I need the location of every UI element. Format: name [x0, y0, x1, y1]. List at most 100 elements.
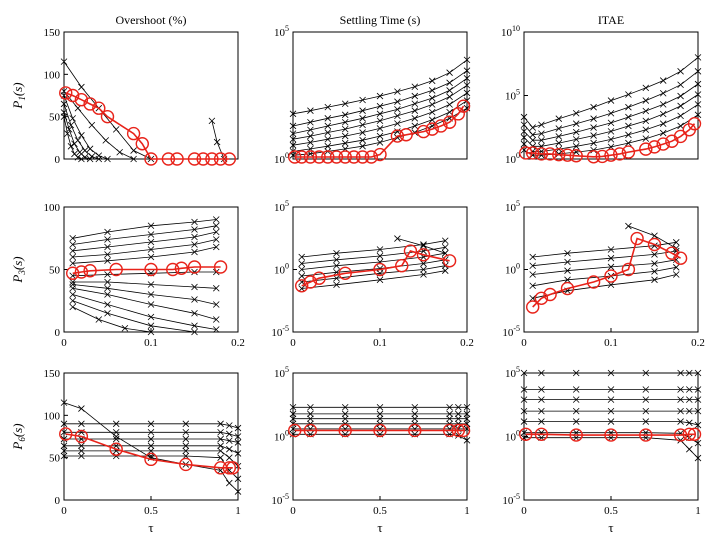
ytick-label-7-1: 100 — [274, 429, 289, 444]
point-1-3-5 — [376, 117, 384, 125]
point-2-3-3 — [555, 139, 563, 147]
highlight-point-3-3 — [109, 262, 123, 277]
point-3-5-1 — [104, 271, 111, 278]
ytick-label-2-0: 100 — [505, 151, 520, 166]
point-8-6-7 — [694, 454, 702, 462]
axes-box-8 — [523, 372, 699, 501]
point-1-2-0 — [289, 130, 297, 137]
point-3-8-0 — [69, 284, 76, 292]
highlight-point-7-7 — [456, 423, 471, 438]
point-6-1-4 — [182, 420, 190, 428]
point-4-0-1 — [333, 249, 340, 257]
xtick-label-5-0: 0 — [521, 337, 527, 349]
point-0-3-0 — [60, 100, 68, 108]
point-2-0-10 — [677, 68, 684, 75]
point-1-2-6 — [394, 106, 401, 113]
series-line-3-11 — [72, 306, 152, 333]
point-2-1-11 — [694, 68, 702, 75]
point-2-2-6 — [607, 119, 615, 127]
point-4-5-4 — [441, 267, 449, 274]
point-1-6-5 — [376, 139, 384, 146]
point-3-2-0 — [69, 247, 76, 255]
point-7-0-2 — [341, 403, 349, 411]
point-6-5-0 — [60, 447, 68, 455]
point-1-4-0 — [289, 141, 297, 149]
point-8-5-7 — [694, 439, 702, 447]
series-line-3-1 — [72, 225, 217, 245]
point-0-5-2 — [67, 143, 75, 150]
point-8-2-7 — [694, 396, 702, 403]
point-2-2-11 — [694, 80, 702, 88]
point-1-4-3 — [341, 132, 349, 140]
point-8-4-7 — [694, 421, 702, 429]
ytick-label-5-2: 105 — [505, 199, 520, 214]
point-1-0-2 — [324, 103, 332, 111]
point-1-2-3 — [341, 118, 349, 126]
point-6-3-4 — [182, 435, 190, 443]
highlight-point-2-16 — [673, 129, 688, 144]
point-2-2-7 — [625, 113, 632, 121]
point-1-3-2 — [324, 129, 332, 136]
point-2-3-11 — [694, 91, 702, 98]
point-8-2-4 — [642, 396, 650, 403]
ytick-label-8-1: 100 — [505, 429, 520, 444]
ytick-label-7-0: 10-5 — [271, 492, 289, 507]
highlight-point-2-7 — [586, 150, 601, 164]
point-0-4-5 — [86, 155, 94, 163]
series-line-2-1 — [523, 70, 699, 136]
xlabel-8: τ — [608, 520, 613, 535]
highlight-point-0-10 — [170, 152, 184, 166]
point-7-0-0 — [289, 403, 297, 411]
highlight-point-4-2 — [312, 271, 326, 285]
highlight-point-6-0 — [59, 427, 73, 441]
xtick-label-4-0: 0 — [290, 337, 296, 349]
point-5-0-1 — [564, 249, 571, 257]
point-1-4-8 — [428, 108, 436, 116]
point-0-2-1 — [69, 115, 76, 122]
ytick-label-0-3: 150 — [44, 27, 61, 39]
point-1-4-4 — [359, 129, 366, 136]
highlight-point-8-6 — [682, 427, 696, 441]
xtick-label-3-1: 0.1 — [144, 337, 158, 349]
point-2-3-9 — [659, 110, 667, 118]
highlight-point-4-1 — [303, 275, 318, 289]
point-8-3-5 — [677, 407, 684, 415]
xtick-label-6-0: 0 — [61, 505, 67, 517]
xtick-label-5-1: 0.1 — [604, 337, 618, 349]
point-3-3-2 — [147, 246, 155, 253]
point-3-6-4 — [212, 284, 220, 292]
highlight-point-3-6 — [174, 261, 189, 275]
highlight-point-1-11 — [390, 129, 405, 143]
highlight-point-7-1 — [303, 423, 318, 438]
point-8-1-2 — [572, 386, 580, 393]
point-4-4-1 — [333, 274, 340, 282]
highlight-point-8-3 — [604, 428, 618, 442]
point-2-3-4 — [572, 136, 580, 143]
highlight-point-0-1 — [65, 88, 80, 103]
point-8-1-3 — [607, 386, 615, 393]
point-2-4-8 — [642, 126, 650, 134]
point-6-4-0 — [60, 442, 68, 450]
series-line-2-0 — [523, 57, 699, 128]
point-1-5-5 — [376, 132, 384, 140]
point-8-4-2 — [572, 418, 580, 425]
point-8-3-1 — [538, 407, 545, 415]
xtick-label-4-2: 0.2 — [460, 337, 474, 349]
point-7-1-1 — [307, 410, 314, 418]
point-7-5-7 — [463, 437, 471, 444]
point-6-5-5 — [217, 447, 224, 455]
point-6-2-5 — [217, 428, 224, 436]
point-3-4-4 — [212, 243, 220, 251]
point-6-5-6 — [226, 454, 233, 461]
highlight-point-1-12 — [399, 128, 413, 142]
point-8-4-3 — [607, 418, 615, 425]
series-line-2-5 — [523, 114, 699, 156]
highlight-point-1-14 — [425, 122, 439, 136]
point-6-4-7 — [234, 450, 242, 457]
point-7-1-5 — [446, 410, 453, 418]
point-1-2-10 — [463, 75, 471, 82]
point-6-2-6 — [226, 430, 233, 438]
point-7-1-2 — [341, 410, 349, 418]
point-1-1-6 — [394, 98, 401, 105]
